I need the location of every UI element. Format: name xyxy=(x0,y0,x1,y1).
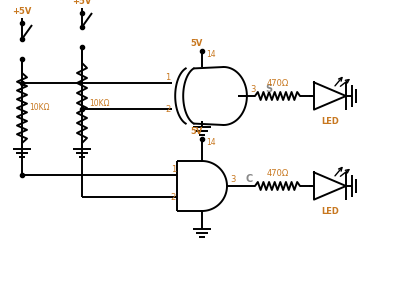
Text: 470Ω: 470Ω xyxy=(266,79,289,88)
Text: +5V: +5V xyxy=(72,0,92,6)
Text: 1: 1 xyxy=(165,73,170,82)
Text: 1: 1 xyxy=(171,165,176,174)
Text: 10KΩ: 10KΩ xyxy=(29,104,50,113)
Text: C: C xyxy=(245,174,252,184)
Text: LED: LED xyxy=(321,117,339,126)
Text: 10KΩ: 10KΩ xyxy=(89,98,110,107)
Text: +5V: +5V xyxy=(12,7,32,16)
Text: 5V: 5V xyxy=(191,39,203,48)
Text: 470Ω: 470Ω xyxy=(266,169,289,178)
Text: 14: 14 xyxy=(206,138,216,147)
Text: 14: 14 xyxy=(206,50,216,59)
Text: 3: 3 xyxy=(230,175,235,184)
Text: 2: 2 xyxy=(171,193,176,202)
Text: 3: 3 xyxy=(250,85,255,94)
Text: 2: 2 xyxy=(165,105,170,114)
Text: LED: LED xyxy=(321,207,339,216)
Text: S: S xyxy=(265,84,272,94)
Text: 5V: 5V xyxy=(191,127,203,136)
